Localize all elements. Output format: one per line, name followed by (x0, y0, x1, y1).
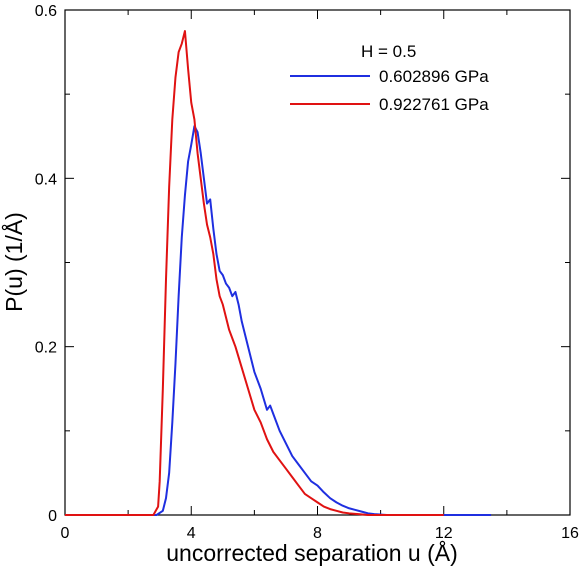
axis-ticks (64, 9, 571, 516)
y-axis-title: P(u) (1/Å) (0, 212, 27, 312)
axis-tick-labels: 0 4 8 12 16 0 0.2 0.4 0.6 (35, 3, 579, 542)
x-tick-label: 8 (313, 525, 322, 542)
y-tick-label: 0.6 (35, 3, 57, 20)
y-tick-label: 0.4 (35, 171, 57, 188)
y-tick-label: 0.2 (35, 340, 57, 357)
legend-label-series-2: 0.922761 GPa (379, 95, 489, 114)
legend-title: H = 0.5 (361, 42, 416, 61)
x-tick-label: 4 (187, 525, 196, 542)
x-tick-label: 16 (561, 525, 579, 542)
legend-label-series-1: 0.602896 GPa (379, 67, 489, 86)
legend: H = 0.5 0.602896 GPa 0.922761 GPa (290, 42, 489, 114)
x-axis-title: uncorrected separation u (Å) (166, 539, 458, 566)
series-lines (65, 30, 492, 516)
series-line-2 (65, 30, 444, 516)
plot-frame (64, 9, 571, 516)
x-tick-label: 0 (61, 525, 70, 542)
y-tick-label: 0 (48, 508, 57, 525)
series-line-1 (65, 125, 492, 516)
x-tick-label: 12 (435, 525, 453, 542)
